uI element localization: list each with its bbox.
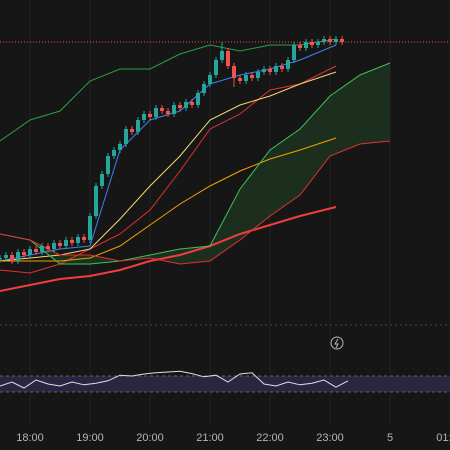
candle-body [202,84,206,93]
candle-body [130,129,134,132]
candle-body [16,252,20,261]
candle-body [250,75,254,78]
candle-body [0,258,2,260]
candle-body [184,102,188,108]
candle-body [334,39,338,42]
candle-body [328,39,332,42]
candle-body [208,75,212,84]
candle-body [280,66,284,69]
indicator-line [0,140,391,265]
candle-body [70,240,74,243]
x-tick-label: 22:00 [256,432,284,444]
candle-body [298,45,302,48]
candle-body [340,39,344,42]
candle-body [4,255,8,258]
candle-body [10,255,14,261]
candle-body [196,93,200,105]
candle-body [226,51,230,66]
candle-body [292,45,296,60]
candle-body [310,42,314,45]
candle-body [142,114,146,120]
rsi-line [0,370,349,389]
alert-icon [330,336,344,350]
candle-body [124,129,128,144]
indicator-line [0,137,337,262]
candle-body [136,120,140,132]
candle-body [118,144,122,150]
candle-body [232,66,236,78]
candle-body [106,156,110,174]
x-tick-label: 01:00 [436,432,450,444]
candle-body [220,51,224,60]
indicator-line [0,38,337,142]
candle-body [100,174,104,186]
candle-body [34,249,38,252]
candle-body [40,246,44,252]
candle-body [268,69,272,72]
candle-body [304,42,308,48]
indicator-line [0,62,391,265]
candle-body [160,108,164,111]
candle-body [256,72,260,78]
candle-body [178,105,182,108]
x-tick-label: 18:00 [16,432,44,444]
candle-body [64,240,68,246]
candle-body [244,75,248,81]
candle-body [238,78,242,81]
candle-body [76,237,80,243]
candle-body [166,111,170,114]
x-tick-label: 21:00 [196,432,224,444]
candle-body [94,186,98,216]
candle-body [286,60,290,69]
candle-body [322,39,326,42]
candle-body [52,243,56,249]
candle-body [28,249,32,255]
candle-body [214,60,218,75]
x-tick-label: 19:00 [76,432,104,444]
candle-body [82,237,86,240]
x-tick-label: 23:00 [316,432,344,444]
candle-body [148,114,152,117]
x-tick-label: 20:00 [136,432,164,444]
rsi-band [0,376,450,392]
candle-body [274,66,278,72]
candle-body [154,108,158,117]
candle-body [58,243,62,246]
indicator-line [0,206,337,292]
indicator-line [0,65,337,274]
candle-body [112,150,116,156]
candle-body [190,102,194,105]
candle-body [172,105,176,114]
indicator-line [0,71,337,262]
candle-body [46,246,50,249]
cloud-fill [0,63,390,264]
candle-body [262,69,266,72]
candle-body [22,252,26,255]
candle-body [316,42,320,45]
candle-body [88,216,92,240]
x-tick-label: 5 [387,432,393,444]
